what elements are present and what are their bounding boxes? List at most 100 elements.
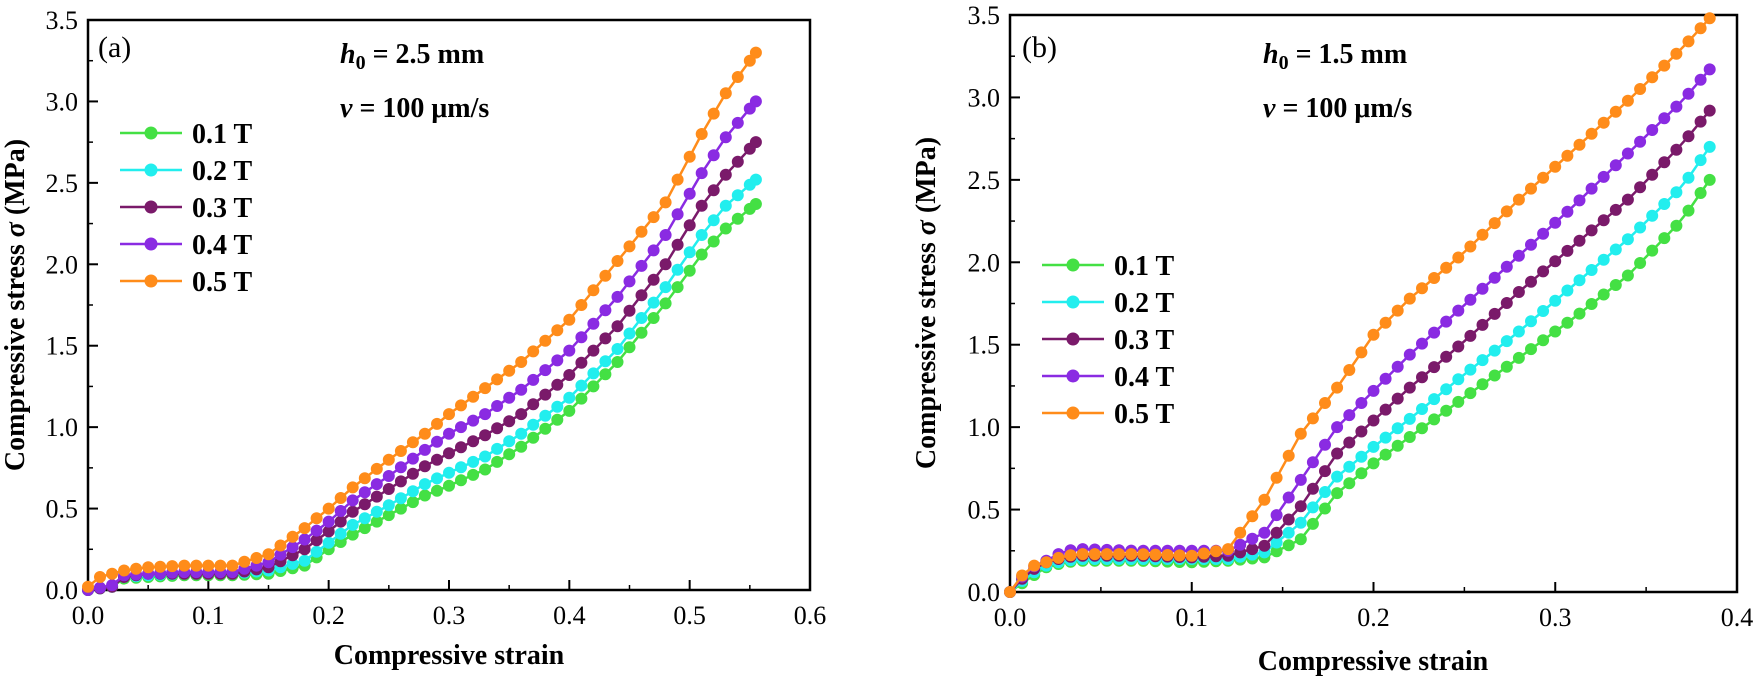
data-point [749,136,762,149]
data-point [1306,517,1319,530]
data-point [749,95,762,108]
data-point [431,417,443,430]
data-point [599,332,612,345]
data-point [587,367,600,380]
data-point [467,435,480,448]
data-point [94,571,106,583]
data-point [382,499,395,512]
data-point [431,453,443,466]
series-01T-group [1004,173,1716,598]
data-point [503,364,516,377]
data-point [1331,447,1344,460]
data-point [1355,425,1368,438]
data-point [1403,431,1416,443]
data-point [106,579,119,592]
data-point [1440,261,1453,274]
legend-swatch-marker [144,163,158,177]
data-point [238,555,251,568]
data-point [491,373,504,386]
data-point [1549,294,1562,307]
data-point [443,427,455,440]
data-point [1549,255,1562,268]
data-point [1609,203,1622,216]
data-point [1403,412,1416,425]
data-point [1331,381,1344,394]
y-tick-label: 3.5 [46,6,79,35]
data-point [310,545,323,558]
data-point [659,196,672,209]
data-point [262,548,275,561]
data-point [1476,318,1489,331]
data-point [334,515,347,528]
data-point [1573,307,1586,320]
data-point [394,492,407,505]
data-point [1294,473,1307,486]
series-line [87,178,757,592]
data-point [394,461,407,474]
data-point [1621,147,1634,160]
data-point [1573,194,1586,207]
data-point [1246,532,1259,545]
legend-swatch-marker [144,126,158,140]
data-point [707,107,720,120]
data-point [1452,340,1465,353]
data-point [539,422,552,435]
data-point [539,334,552,347]
data-point [1306,412,1319,425]
data-point [346,481,359,494]
data-point [1452,373,1465,386]
data-point [551,354,564,367]
data-point [1379,403,1392,416]
y-tick-label: 2.0 [968,248,1001,277]
data-point [1646,71,1659,84]
data-point [346,505,359,518]
data-point [515,356,528,368]
data-point [118,564,131,577]
data-point [455,461,467,474]
data-point [1512,351,1525,364]
data-point [479,429,492,442]
data-point [1294,533,1307,546]
data-point [1282,526,1295,539]
data-point [1525,343,1537,356]
y-tick-label: 0.0 [46,576,79,605]
data-point [1343,477,1356,490]
data-point [1682,35,1695,48]
data-point [1585,182,1598,195]
data-point [142,561,155,574]
data-point [503,415,516,428]
series-01T-group [82,198,762,596]
data-point [250,552,263,564]
data-point [683,150,696,163]
y-tick-label: 2.5 [46,169,79,198]
data-point [1379,316,1392,329]
data-point [695,248,708,261]
data-point [659,297,672,310]
data-point [1210,545,1222,558]
data-point [467,390,480,403]
data-point [1500,335,1513,348]
data-point [1561,316,1574,329]
data-point [1703,63,1716,76]
data-point [1343,460,1356,473]
x-tick-label: 0.0 [994,603,1027,632]
data-point [370,490,383,503]
data-point [1173,549,1186,562]
data-point [683,264,696,277]
y-tick-label: 2.5 [968,166,1001,195]
data-point [1004,586,1016,598]
data-point [370,478,383,491]
legend-entry-label: 0.3 T [1114,325,1174,356]
data-point [1500,205,1513,218]
data-point [707,235,720,248]
data-point [358,512,371,525]
data-point [635,225,648,238]
series-05T-group [1004,12,1716,598]
data-point [1537,305,1550,317]
data-point [467,468,480,481]
data-point [491,422,504,435]
data-point [1028,559,1041,572]
data-point [406,467,419,480]
legend-swatch-marker [1066,406,1080,420]
data-point [1125,548,1138,561]
